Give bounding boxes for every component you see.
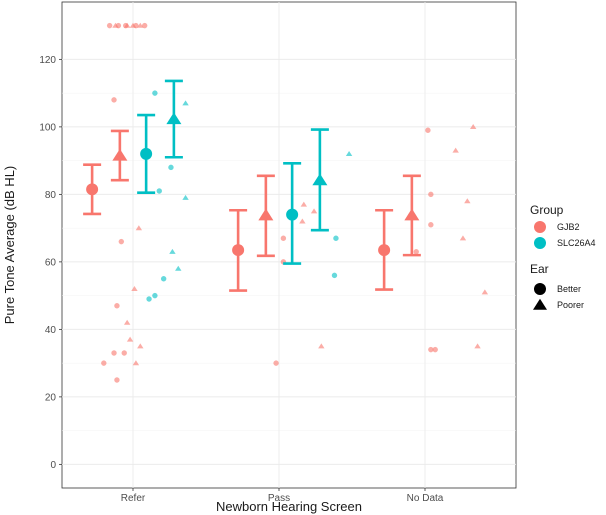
point-slc26a4-poorer <box>345 150 353 157</box>
point-gjb2-better <box>111 350 117 356</box>
mean-marker-refer-gjb2-poorer <box>112 148 128 161</box>
point-gjb2-better <box>425 127 431 133</box>
point-gjb2-poorer <box>131 285 138 292</box>
point-gjb2-poorer <box>300 201 308 207</box>
point-slc26a4-poorer <box>182 100 189 106</box>
point-slc26a4-poorer <box>182 194 189 200</box>
y-tick-label: 40 <box>45 325 57 336</box>
point-gjb2-better <box>428 346 434 353</box>
grid <box>62 2 516 488</box>
legend-key-poorer <box>533 298 547 310</box>
point-slc26a4-better <box>146 296 152 302</box>
point-slc26a4-better <box>156 188 162 194</box>
x-tick-label: Pass <box>268 493 290 504</box>
legend-label-slc26a4: SLC26A4 <box>557 238 596 248</box>
point-gjb2-poorer <box>137 22 144 28</box>
x-tick-label: Refer <box>121 493 146 504</box>
point-slc26a4-better <box>333 235 339 241</box>
point-gjb2-poorer <box>123 22 131 28</box>
mean-marker-no-data-gjb2-poorer <box>404 208 420 221</box>
y-tick-label: 20 <box>45 392 57 403</box>
point-gjb2-better <box>432 346 438 353</box>
legend: Group GJB2 SLC26A4 Ear Better Poorer <box>530 203 596 310</box>
point-gjb2-poorer <box>318 343 325 349</box>
y-tick-label: 120 <box>39 55 56 66</box>
point-gjb2-better <box>121 350 127 356</box>
point-slc26a4-poorer <box>175 265 182 271</box>
y-tick-label: 100 <box>39 122 56 133</box>
x-axis-title: Newborn Hearing Screen <box>216 499 362 514</box>
x-tick-label: No Data <box>407 493 444 504</box>
y-axis-ticks: 0 20 40 60 80 100 120 <box>39 55 62 471</box>
point-gjb2-poorer <box>123 319 131 325</box>
point-gjb2-better <box>428 222 434 228</box>
point-gjb2-poorer <box>481 289 489 295</box>
jittered-points <box>101 22 489 383</box>
y-tick-label: 60 <box>45 257 57 268</box>
point-gjb2-poorer <box>310 208 318 214</box>
point-gjb2-better <box>101 360 107 366</box>
point-gjb2-better <box>106 22 113 29</box>
mean-marker-refer-slc26a4-better <box>140 147 153 160</box>
point-slc26a4-better <box>168 164 174 171</box>
point-gjb2-better <box>118 238 125 245</box>
point-slc26a4-poorer <box>169 248 176 254</box>
legend-label-better: Better <box>557 284 581 294</box>
point-gjb2-poorer <box>459 235 467 241</box>
point-gjb2-better <box>428 191 434 198</box>
point-gjb2-poorer <box>299 218 306 224</box>
legend-key-better <box>534 283 546 295</box>
point-gjb2-poorer <box>112 22 119 28</box>
point-slc26a4-better <box>152 292 158 299</box>
point-gjb2-poorer <box>474 343 481 349</box>
mean-marker-refer-slc26a4-poorer <box>166 112 182 125</box>
mean-marker-no-data-gjb2-better <box>378 244 391 257</box>
legend-label-poorer: Poorer <box>557 300 584 310</box>
point-slc26a4-better <box>152 90 158 96</box>
y-axis-title: Pure Tone Average (dB HL) <box>2 166 17 325</box>
point-gjb2-better <box>114 377 120 383</box>
x-axis-ticks: Refer Pass No Data <box>121 488 444 504</box>
legend-ear-title: Ear <box>530 262 549 276</box>
mean-marker-pass-slc26a4-better <box>286 208 299 221</box>
mean-marker-pass-slc26a4-poorer <box>312 173 328 186</box>
point-gjb2-better <box>413 249 419 255</box>
point-gjb2-better <box>141 22 148 29</box>
point-gjb2-poorer <box>137 343 144 349</box>
summary-errorbars <box>83 79 421 292</box>
legend-label-gjb2: GJB2 <box>557 222 580 232</box>
point-gjb2-poorer <box>132 360 140 366</box>
legend-key-gjb2 <box>534 221 546 233</box>
mean-marker-refer-gjb2-better <box>86 183 99 196</box>
legend-key-slc26a4 <box>534 237 546 249</box>
point-gjb2-better <box>273 360 279 366</box>
y-tick-label: 80 <box>45 190 57 201</box>
point-gjb2-poorer <box>135 225 143 231</box>
point-slc26a4-better <box>331 272 338 279</box>
point-gjb2-poorer <box>469 123 477 130</box>
mean-marker-pass-gjb2-better <box>232 244 245 257</box>
point-gjb2-poorer <box>452 147 459 153</box>
point-gjb2-better <box>280 235 287 241</box>
point-gjb2-poorer <box>126 336 134 342</box>
plot-panel <box>61 1 517 489</box>
point-gjb2-poorer <box>464 198 471 204</box>
mean-marker-pass-gjb2-poorer <box>258 208 274 221</box>
point-slc26a4-better <box>160 276 167 282</box>
point-gjb2-better <box>114 303 120 309</box>
legend-group-title: Group <box>530 203 564 217</box>
point-gjb2-better <box>111 97 117 103</box>
y-tick-label: 0 <box>50 460 56 471</box>
point-gjb2-poorer <box>129 22 137 28</box>
